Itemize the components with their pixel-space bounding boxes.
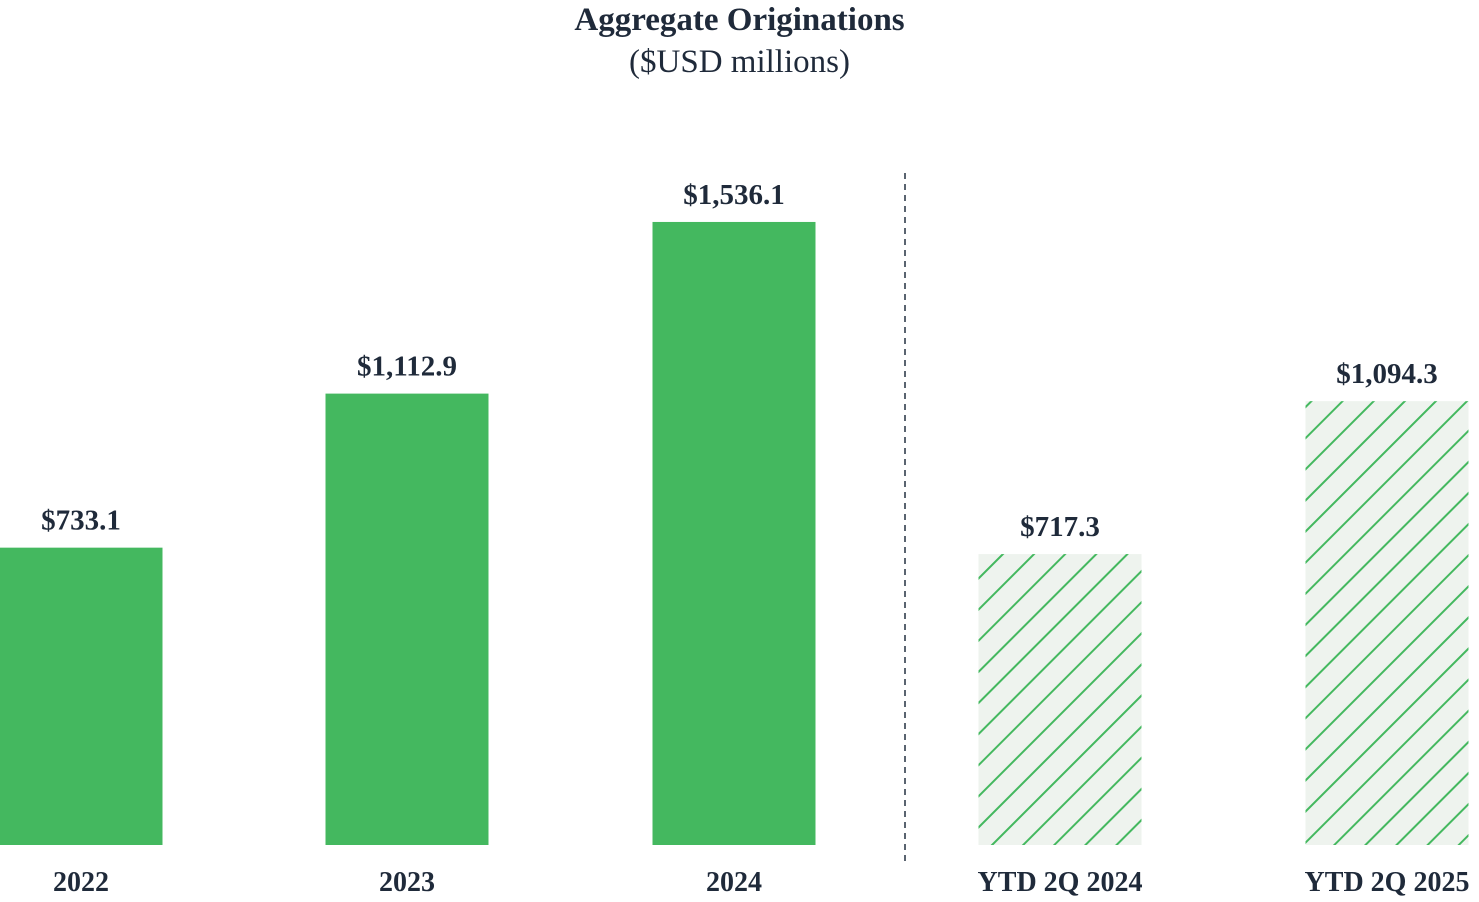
category-label: 2022 — [53, 867, 109, 898]
data-label: $717.3 — [1020, 511, 1100, 543]
data-label: $733.1 — [41, 505, 121, 537]
category-label: YTD 2Q 2024 — [978, 867, 1143, 898]
data-label: $1,112.9 — [357, 351, 457, 383]
bar-ytd-2q-2025 — [1305, 401, 1469, 845]
category-label: 2024 — [706, 867, 762, 898]
category-label: YTD 2Q 2025 — [1305, 867, 1470, 898]
data-label: $1,536.1 — [683, 179, 785, 211]
bar-2023 — [325, 393, 489, 845]
bar-2022 — [0, 547, 163, 845]
chart-title: Aggregate Originations — [574, 2, 905, 38]
category-label: 2023 — [379, 867, 435, 898]
bar-ytd-2q-2024 — [978, 554, 1142, 845]
bar-2024 — [652, 221, 816, 846]
chart-subtitle: ($USD millions) — [629, 44, 850, 80]
data-label: $1,094.3 — [1336, 358, 1438, 390]
